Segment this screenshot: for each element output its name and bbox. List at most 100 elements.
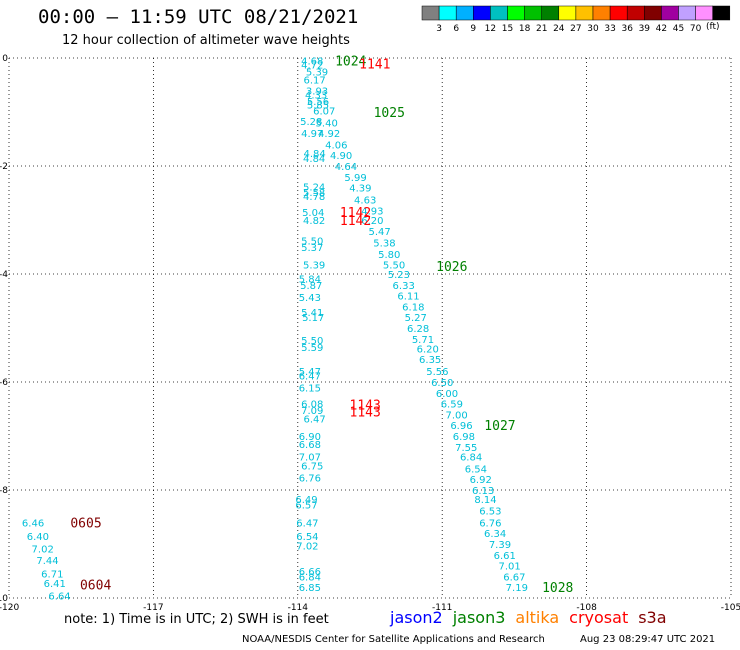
- satellite-legend: jason2 jason3 altika cryosat s3a: [390, 608, 677, 627]
- colorbar-label: 6: [453, 24, 459, 34]
- wave-height-point: 5.99: [344, 173, 366, 184]
- wave-height-point: 6.84: [299, 572, 321, 583]
- wave-height-point: 5.41: [301, 308, 323, 319]
- wave-height-point: 4.82: [303, 216, 325, 227]
- colorbar-label: 39: [639, 24, 651, 34]
- x-tick-label: -120: [0, 603, 19, 613]
- colorbar-label: 18: [519, 24, 531, 34]
- wave-height-point: 6.67: [503, 572, 525, 583]
- wave-height-point: 5.17: [302, 313, 324, 324]
- wave-height-point: 5.39: [306, 68, 328, 79]
- wave-height-point: 4.06: [325, 140, 347, 151]
- wave-height-point: 4.39: [349, 184, 371, 195]
- wave-height-point: 4.90: [330, 151, 352, 162]
- colorbar-unit: (ft): [706, 22, 720, 32]
- colorbar-label: 3: [436, 24, 442, 34]
- colorbar: 3 6 9 12 15 18 21 24 27 30 33 36 39 42 45 70: [421, 5, 731, 34]
- generated-timestamp: Aug 23 08:29:47 UTC 2021: [580, 634, 716, 645]
- wave-height-point: 6.76: [299, 474, 321, 485]
- wave-height-point: 6.54: [465, 464, 487, 475]
- x-tick-label: -117: [143, 603, 163, 613]
- credit-text: NOAA/NESDIS Center for Satellite Applica…: [242, 634, 545, 645]
- wave-height-point: 5.56: [307, 97, 329, 108]
- wave-height-point: 5.38: [373, 239, 395, 250]
- y-tick-label: -6: [0, 378, 8, 388]
- wave-height-point: 6.68: [299, 440, 321, 451]
- wave-height-point: 5.04: [302, 208, 324, 219]
- wave-height-point: 7.39: [489, 540, 511, 551]
- wave-height-point: 5.37: [301, 243, 323, 254]
- chart-title: 00:00 – 11:59 UTC 08/21/2021: [38, 6, 359, 28]
- wave-height-point: 6.76: [479, 518, 501, 529]
- wave-height-point: 7.09: [301, 406, 323, 417]
- wave-height-point: 6.47: [304, 415, 326, 426]
- wave-height-point: 6.28: [407, 324, 429, 335]
- wave-height-point: 5.39: [303, 260, 325, 271]
- colorbar-label: 36: [621, 24, 633, 34]
- satellite-legend-item: jason3: [452, 608, 506, 627]
- y-tick-label: -2: [0, 162, 8, 172]
- time-annotation: 1025: [374, 106, 405, 121]
- wave-height-point: 6.85: [299, 583, 321, 594]
- wave-height-point: 6.96: [450, 421, 472, 432]
- wave-height-point: 7.44: [36, 556, 58, 567]
- wave-height-point: 6.46: [22, 518, 44, 529]
- y-tick-label: -10: [0, 594, 8, 604]
- wave-height-point: 6.57: [295, 501, 317, 512]
- wave-height-point: 4.92: [318, 129, 340, 140]
- wave-height-point: 4.93: [361, 206, 383, 217]
- x-tick-label: -111: [432, 603, 452, 613]
- x-tick-label: -108: [576, 603, 597, 613]
- wave-height-point: 5.47: [368, 227, 390, 238]
- wave-height-point: 6.07: [313, 106, 335, 117]
- wave-height-point: 6.13: [472, 486, 494, 497]
- time-annotation: 0605: [70, 516, 101, 531]
- y-tick-label: 0: [2, 54, 8, 64]
- time-annotation: 1024: [335, 55, 366, 70]
- time-annotation: 1142: [340, 206, 371, 221]
- colorbar-label: 30: [587, 24, 599, 34]
- wave-height-point: 5.84: [299, 274, 321, 285]
- wave-height-point: 5.50: [301, 237, 323, 248]
- wave-height-point: 4.72: [301, 60, 323, 71]
- wave-height-point: 5.23: [388, 270, 410, 281]
- wave-height-point: 5.87: [300, 281, 322, 292]
- wave-height-point: 5.58: [303, 188, 325, 199]
- wave-height-point: 6.92: [470, 475, 492, 486]
- wave-height-point: 5.27: [405, 313, 427, 324]
- colorbar-label: 42: [656, 24, 667, 34]
- wave-height-point: 6.59: [441, 400, 463, 411]
- y-tick-label: -4: [0, 270, 8, 280]
- time-annotation: 1143: [350, 399, 381, 414]
- wave-height-point: 6.47: [296, 518, 318, 529]
- wave-height-point: 7.00: [446, 410, 468, 421]
- y-tick-label: -8: [0, 486, 8, 496]
- colorbar-label: 33: [604, 24, 615, 34]
- wave-height-point: 6.20: [417, 345, 439, 356]
- wave-height-point: 6.64: [48, 591, 70, 602]
- wave-height-point: 4.78: [303, 192, 325, 203]
- wave-height-point: 6.50: [431, 378, 453, 389]
- time-annotation: 1026: [436, 260, 467, 275]
- wave-height-point: 5.47: [299, 367, 321, 378]
- wave-height-point: 6.47: [299, 372, 321, 383]
- wave-height-point: 5.28: [300, 117, 322, 128]
- wave-height-point: 6.98: [453, 432, 475, 443]
- x-tick-label: -105: [721, 603, 740, 613]
- wave-height-point: 6.71: [41, 570, 63, 581]
- wave-height-point: 7.55: [455, 443, 477, 454]
- wave-height-point: 5.59: [301, 343, 323, 354]
- wave-height-point: 4.64: [335, 162, 357, 173]
- x-tick-label: -114: [288, 603, 309, 613]
- wave-height-point: 6.35: [419, 355, 441, 366]
- satellite-legend-item: s3a: [638, 608, 667, 627]
- colorbar-label: 15: [502, 24, 513, 34]
- wave-height-point: 6.20: [361, 216, 383, 227]
- wave-height-point: 4.84: [304, 149, 326, 160]
- wave-height-point: 5.85: [307, 100, 329, 111]
- satellite-legend-item: cryosat: [569, 608, 629, 627]
- time-annotation: 1142: [340, 214, 371, 229]
- wave-height-point: 5.43: [299, 293, 321, 304]
- wave-height-point: 6.34: [484, 529, 506, 540]
- footer-note: note: 1) Time is in UTC; 2) SWH is in fe…: [64, 612, 329, 627]
